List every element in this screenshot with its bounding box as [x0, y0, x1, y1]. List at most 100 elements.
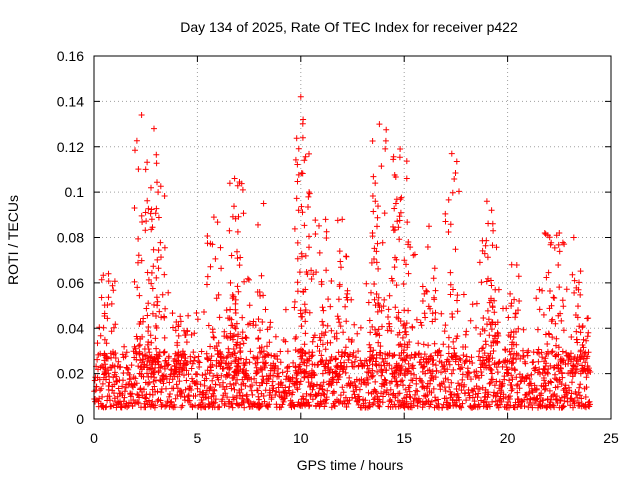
data-point	[572, 312, 579, 318]
data-point	[374, 240, 381, 247]
data-point	[379, 323, 385, 330]
data-point	[391, 205, 398, 212]
data-point	[377, 349, 383, 356]
data-point	[424, 288, 430, 295]
data-point	[385, 306, 392, 313]
data-point	[376, 403, 383, 410]
data-point	[153, 294, 160, 301]
data-point	[581, 365, 588, 372]
data-point	[152, 210, 159, 217]
data-point	[393, 282, 400, 289]
data-point	[559, 370, 565, 377]
data-point	[429, 361, 436, 368]
data-point	[172, 327, 179, 334]
data-point	[429, 372, 436, 379]
data-point	[569, 379, 575, 386]
data-point	[577, 347, 584, 354]
data-point	[371, 256, 377, 262]
data-point	[297, 310, 304, 317]
data-point	[582, 394, 589, 400]
data-point	[114, 393, 121, 400]
data-point	[194, 316, 201, 323]
data-point	[508, 261, 515, 268]
data-point	[215, 339, 222, 346]
data-point	[186, 397, 193, 404]
data-point	[328, 278, 335, 284]
data-point	[579, 362, 585, 369]
data-point	[160, 380, 167, 387]
data-point	[369, 373, 376, 380]
data-point	[111, 278, 118, 285]
data-point	[174, 385, 181, 392]
data-point	[167, 391, 173, 397]
data-point	[584, 333, 591, 340]
data-point	[239, 392, 246, 399]
data-point	[174, 392, 181, 398]
data-point	[306, 189, 313, 196]
data-point	[111, 390, 117, 397]
data-point	[392, 200, 399, 207]
data-point	[158, 254, 164, 261]
data-point	[533, 385, 540, 392]
data-point	[279, 369, 286, 376]
data-point	[125, 366, 132, 373]
data-point	[384, 327, 391, 334]
data-point	[484, 394, 491, 401]
data-point	[290, 359, 297, 366]
data-point	[241, 278, 248, 285]
data-point	[322, 346, 329, 353]
data-point	[458, 364, 465, 371]
data-point	[153, 160, 160, 167]
data-point	[422, 370, 429, 377]
data-point	[403, 158, 410, 165]
data-point	[529, 387, 536, 394]
data-point	[242, 334, 249, 341]
data-point	[222, 400, 228, 407]
data-point	[221, 328, 228, 335]
data-point	[573, 336, 580, 343]
data-point	[306, 355, 313, 362]
data-point	[415, 351, 422, 358]
data-point	[146, 397, 152, 404]
data-point	[118, 404, 125, 411]
data-point	[560, 357, 567, 364]
data-point	[571, 277, 578, 284]
data-point	[401, 356, 408, 363]
data-point	[436, 347, 443, 354]
data-point	[548, 379, 555, 386]
x-tick-label: 20	[500, 430, 516, 446]
data-point	[309, 386, 316, 393]
data-point	[520, 347, 526, 354]
data-point	[163, 375, 170, 382]
data-point	[515, 325, 522, 332]
data-point	[138, 112, 145, 118]
data-point	[541, 377, 548, 384]
data-point	[218, 265, 225, 272]
data-point	[231, 386, 238, 393]
data-point	[148, 216, 155, 223]
data-point	[491, 297, 498, 304]
data-point	[138, 363, 145, 370]
data-point	[246, 276, 252, 283]
y-tick-label: 0.08	[57, 230, 84, 246]
data-point	[234, 283, 241, 290]
data-point	[197, 381, 204, 388]
data-point	[453, 386, 460, 392]
data-point	[314, 381, 320, 388]
data-point	[139, 333, 146, 340]
data-point	[205, 322, 212, 329]
data-point	[227, 364, 233, 371]
data-point	[185, 392, 192, 399]
data-point	[459, 400, 466, 407]
data-point	[381, 376, 388, 383]
data-point	[568, 334, 575, 340]
data-point	[278, 404, 285, 411]
data-point	[371, 296, 378, 303]
data-point	[232, 306, 239, 313]
data-point	[486, 380, 493, 387]
data-point	[488, 342, 495, 349]
data-point	[505, 314, 512, 321]
data-point	[244, 275, 251, 282]
data-point	[463, 397, 470, 404]
data-point	[231, 324, 238, 331]
